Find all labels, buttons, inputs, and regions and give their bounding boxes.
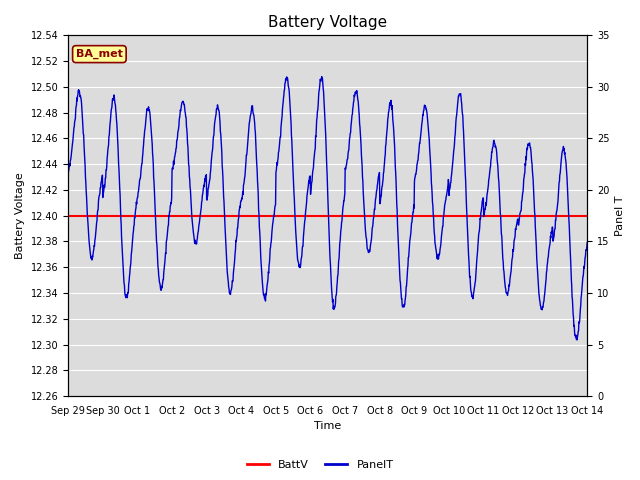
- Y-axis label: Battery Voltage: Battery Voltage: [15, 172, 25, 259]
- Title: Battery Voltage: Battery Voltage: [268, 15, 387, 30]
- Legend: BattV, PanelT: BattV, PanelT: [242, 456, 398, 474]
- Y-axis label: Panel T: Panel T: [615, 195, 625, 236]
- X-axis label: Time: Time: [314, 421, 341, 432]
- Text: BA_met: BA_met: [76, 49, 123, 59]
